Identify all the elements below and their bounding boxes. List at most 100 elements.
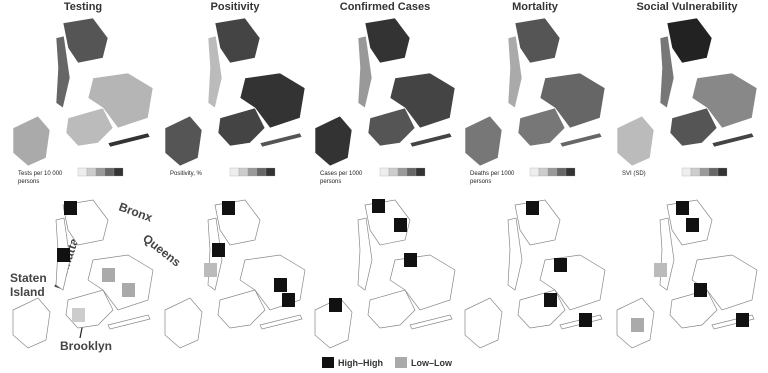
legend-swatch (229, 167, 240, 177)
region (214, 199, 261, 246)
cluster (212, 243, 225, 257)
cluster (57, 248, 70, 262)
legend-title: SVI (SD) (622, 171, 646, 177)
legend-swatch (708, 167, 719, 177)
legend-swatch (113, 167, 124, 177)
region (259, 314, 303, 330)
legend-title: Cases per 1000 (320, 171, 363, 177)
panel-title: Positivity (211, 1, 261, 13)
region (691, 72, 758, 129)
region (12, 297, 51, 349)
legend-swatch (717, 167, 728, 177)
region (239, 72, 306, 129)
cluster (102, 268, 115, 282)
region (164, 115, 203, 167)
cluster (329, 298, 342, 312)
legend-title: Positivity, % (170, 171, 203, 177)
region (539, 72, 606, 129)
region (517, 289, 566, 329)
legend-swatch (538, 167, 549, 177)
region (507, 217, 523, 291)
region (389, 254, 456, 311)
cluster (274, 278, 287, 292)
cluster (654, 263, 667, 277)
cluster (222, 201, 235, 215)
cluster (122, 283, 135, 297)
region (217, 289, 266, 329)
legend-swatch (415, 167, 426, 177)
cluster (694, 283, 707, 297)
legend-swatch (547, 167, 558, 177)
borough-label: Queens (140, 231, 184, 269)
legend-swatch (322, 357, 334, 368)
region (364, 17, 411, 64)
legend-swatch (690, 167, 701, 177)
legend-title: Deaths per 1000 (470, 171, 515, 177)
legend-swatch (238, 167, 249, 177)
region (559, 132, 603, 148)
legend-swatch (556, 167, 567, 177)
panel-title: Mortality (512, 1, 559, 13)
region (514, 17, 561, 64)
cluster (544, 293, 557, 307)
region (464, 115, 503, 167)
legend-swatch (529, 167, 540, 177)
region (207, 35, 223, 109)
legend-swatch (256, 167, 267, 177)
panel-title: Testing (64, 1, 102, 13)
cluster (72, 308, 85, 322)
legend-label: High–High (338, 358, 383, 368)
region (214, 17, 261, 64)
region (389, 72, 456, 129)
legend-swatch (681, 167, 692, 177)
region (507, 35, 523, 109)
cluster (64, 201, 77, 215)
region (259, 132, 303, 148)
legend-swatch (565, 167, 576, 177)
legend-swatch (379, 167, 390, 177)
region (217, 107, 266, 147)
legend-swatch (397, 167, 408, 177)
region (55, 35, 71, 109)
region (357, 35, 373, 109)
cluster (579, 313, 592, 327)
region (659, 35, 675, 109)
legend-title: persons (470, 179, 491, 185)
region (65, 107, 114, 147)
cluster (404, 253, 417, 267)
cluster (631, 318, 644, 332)
legend-title: persons (320, 179, 341, 185)
cluster (736, 313, 749, 327)
legend-swatch (388, 167, 399, 177)
legend-swatch (699, 167, 710, 177)
cluster (372, 199, 385, 213)
borough-label: Island (10, 285, 45, 299)
region (12, 115, 51, 167)
region (409, 132, 453, 148)
region (87, 72, 154, 129)
legend-swatch (395, 357, 407, 368)
cluster (394, 218, 407, 232)
legend-swatch (406, 167, 417, 177)
cluster (686, 218, 699, 232)
legend-swatch (247, 167, 258, 177)
region (62, 17, 109, 64)
region (314, 115, 353, 167)
legend-swatch (77, 167, 88, 177)
cluster (676, 201, 689, 215)
region (517, 107, 566, 147)
cluster (526, 201, 539, 215)
region (357, 217, 373, 291)
region (367, 107, 416, 147)
borough-label: Bronx (117, 200, 155, 225)
region (367, 289, 416, 329)
cluster (554, 258, 567, 272)
cluster (282, 293, 295, 307)
panel-title: Confirmed Cases (340, 1, 430, 13)
borough-label: Staten (10, 271, 47, 285)
legend-title: persons (18, 179, 39, 185)
legend-swatch (104, 167, 115, 177)
legend-title: Tests per 10 000 (18, 171, 63, 177)
region (107, 314, 151, 330)
